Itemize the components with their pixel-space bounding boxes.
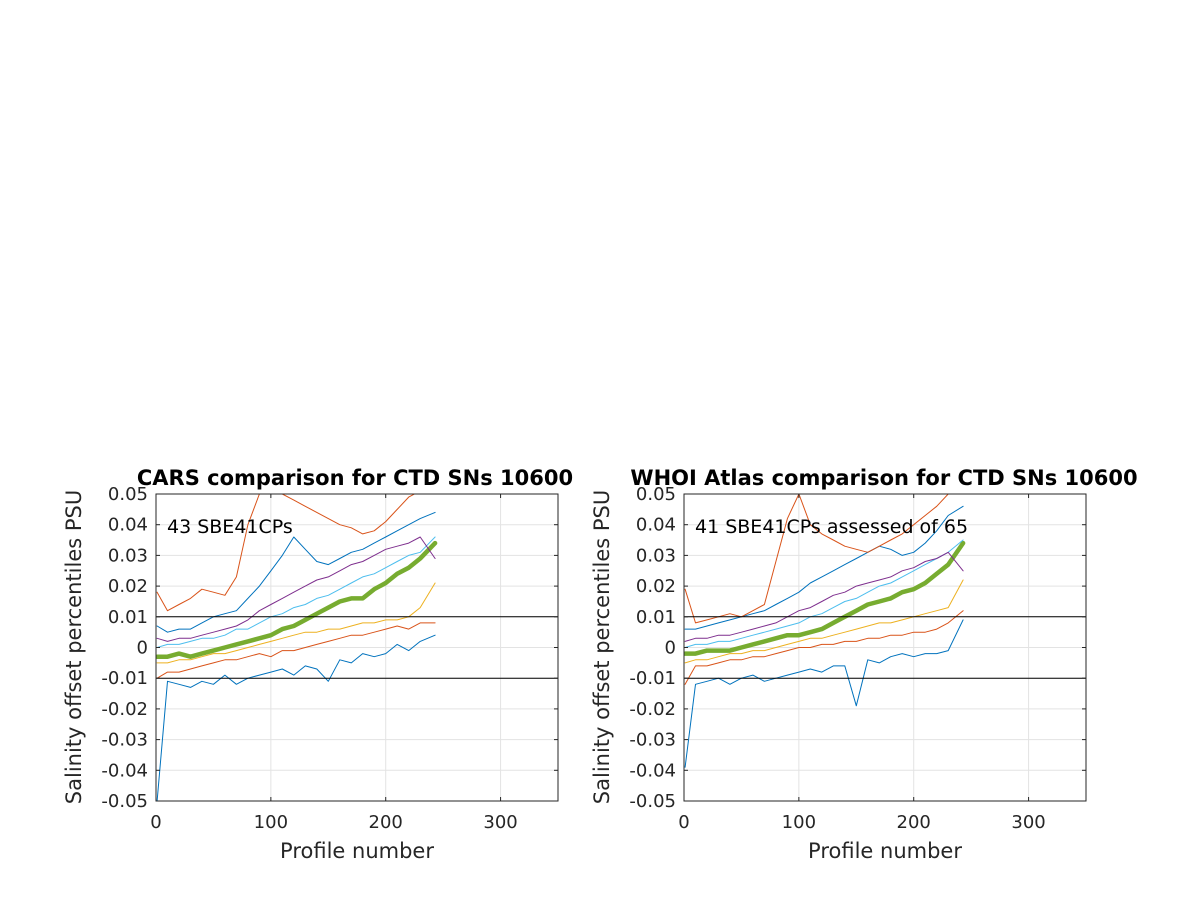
- y-tick-label: -0.04: [101, 760, 148, 781]
- chart-title: CARS comparison for CTD SNs 10600: [137, 466, 573, 490]
- y-tick-label: 0.03: [636, 545, 676, 566]
- y-tick-label: 0.05: [108, 484, 148, 505]
- y-tick-label: 0.01: [108, 607, 148, 628]
- x-tick-label: 0: [150, 812, 161, 833]
- percentile-series-line-3: [156, 540, 438, 659]
- y-tick-label: -0.05: [101, 791, 148, 812]
- x-tick-label: 300: [1011, 812, 1045, 833]
- x-tick-label: 300: [483, 812, 517, 833]
- y-tick-label: -0.05: [629, 791, 676, 812]
- y-tick-label: 0.04: [636, 515, 676, 536]
- plot-area: 0 100 200 300 -0.05 -0.04 -0.03 -0.02 -0.01 0 0.01…: [629, 484, 1087, 833]
- percentile-series-line-7: [684, 494, 950, 624]
- percentile-series-line-5: [156, 536, 436, 642]
- series-lines: [156, 494, 438, 801]
- y-tick-label: 0.04: [108, 515, 148, 536]
- percentile-series-line-0: [156, 634, 436, 801]
- x-tick-label: 200: [897, 812, 931, 833]
- y-tick-label: 0.02: [108, 576, 148, 597]
- y-tick-label: 0.01: [636, 607, 676, 628]
- y-tick-label: -0.03: [101, 730, 148, 751]
- percentile-series-line-6: [156, 511, 436, 633]
- y-tick-label: -0.02: [629, 699, 676, 720]
- percentile-series-line-1: [156, 622, 436, 679]
- percentile-series-line-4: [684, 539, 964, 648]
- float-count-annotation: 43 SBE41CPs: [167, 516, 293, 538]
- y-axis-label: Salinity offset percentiles PSU: [62, 490, 86, 804]
- y-axis-label: Salinity offset percentiles PSU: [590, 490, 614, 804]
- y-tick-label: 0.02: [636, 576, 676, 597]
- percentile-series-line-0: [684, 619, 964, 768]
- series-lines: [684, 494, 966, 768]
- y-tick-label: 0.03: [108, 545, 148, 566]
- percentile-series-line-7: [156, 494, 416, 612]
- whoi-atlas-comparison-panel: 0 100 200 300 -0.05 -0.04 -0.03 -0.02 -0.01 0 0.01…: [590, 466, 1138, 863]
- chart-title: WHOI Atlas comparison for CTD SNs 10600: [630, 466, 1137, 490]
- percentile-series-line-4: [156, 536, 436, 648]
- percentile-series-line-5: [684, 551, 964, 642]
- percentile-series-line-1: [684, 610, 964, 685]
- x-axis-label: Profile number: [808, 839, 962, 863]
- y-tick-label: -0.04: [629, 760, 676, 781]
- x-tick-label: 200: [369, 812, 403, 833]
- y-tick-label: 0: [137, 638, 148, 659]
- x-axis-label: Profile number: [280, 839, 434, 863]
- y-tick-label: -0.01: [629, 668, 676, 689]
- plot-area: 0 100 200 300 -0.05 -0.04 -0.03 -0.02 -0.01 0 0.01…: [101, 484, 559, 833]
- y-tick-label: 0: [665, 638, 676, 659]
- y-tick-label: -0.03: [629, 730, 676, 751]
- x-tick-label: 0: [678, 812, 689, 833]
- y-tick-label: -0.01: [101, 668, 148, 689]
- y-tick-label: -0.02: [101, 699, 148, 720]
- x-tick-label: 100: [254, 812, 288, 833]
- percentile-series-line-3: [684, 540, 966, 656]
- cars-comparison-panel: 0 100 200 300 -0.05 -0.04 -0.03 -0.02 -0.01 0 0.01…: [62, 466, 573, 863]
- percentile-series-line-2: [156, 582, 436, 664]
- float-count-annotation: 41 SBE41CPs assessed of 65: [695, 516, 968, 538]
- y-tick-label: 0.05: [636, 484, 676, 505]
- percentile-series-line-6: [684, 505, 964, 630]
- x-tick-label: 100: [782, 812, 816, 833]
